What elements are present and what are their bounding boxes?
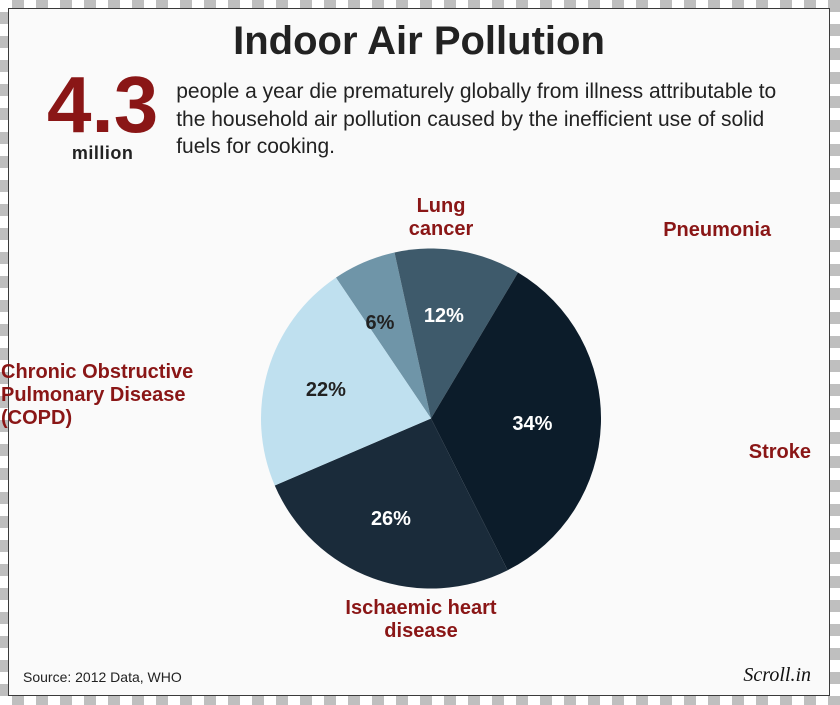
infographic-panel: Indoor Air Pollution 4.3 million people … bbox=[8, 8, 830, 696]
slice-ext-label: Ischaemic heartdisease bbox=[291, 597, 551, 643]
brand-label: Scroll.in bbox=[743, 664, 811, 687]
slice-pct-label: 6% bbox=[365, 312, 394, 335]
slice-pct-label: 26% bbox=[371, 508, 411, 531]
headline-body: people a year die prematurely globally f… bbox=[176, 72, 801, 161]
headline-block: 4.3 million people a year die prematurel… bbox=[9, 72, 829, 161]
source-footer: Source: 2012 Data, WHO bbox=[23, 669, 182, 685]
page-title: Indoor Air Pollution bbox=[9, 19, 829, 64]
slice-ext-label: Lungcancer bbox=[381, 195, 501, 241]
headline-number-wrap: 4.3 million bbox=[47, 72, 158, 160]
slice-pct-label: 12% bbox=[424, 305, 464, 328]
headline-number: 4.3 bbox=[47, 74, 158, 136]
slice-ext-label: Pneumonia bbox=[551, 219, 771, 242]
slice-pct-label: 34% bbox=[512, 413, 552, 436]
slice-ext-label: Stroke bbox=[631, 441, 811, 464]
slice-pct-label: 22% bbox=[306, 379, 346, 402]
slice-ext-label: Chronic ObstructivePulmonary Disease(COP… bbox=[1, 361, 251, 430]
headline-unit: million bbox=[72, 146, 134, 160]
title-text: Indoor Air Pollution bbox=[233, 19, 605, 63]
pie-chart: 6%Lungcancer12%Pneumonia34%Stroke26%Isch… bbox=[9, 209, 829, 655]
